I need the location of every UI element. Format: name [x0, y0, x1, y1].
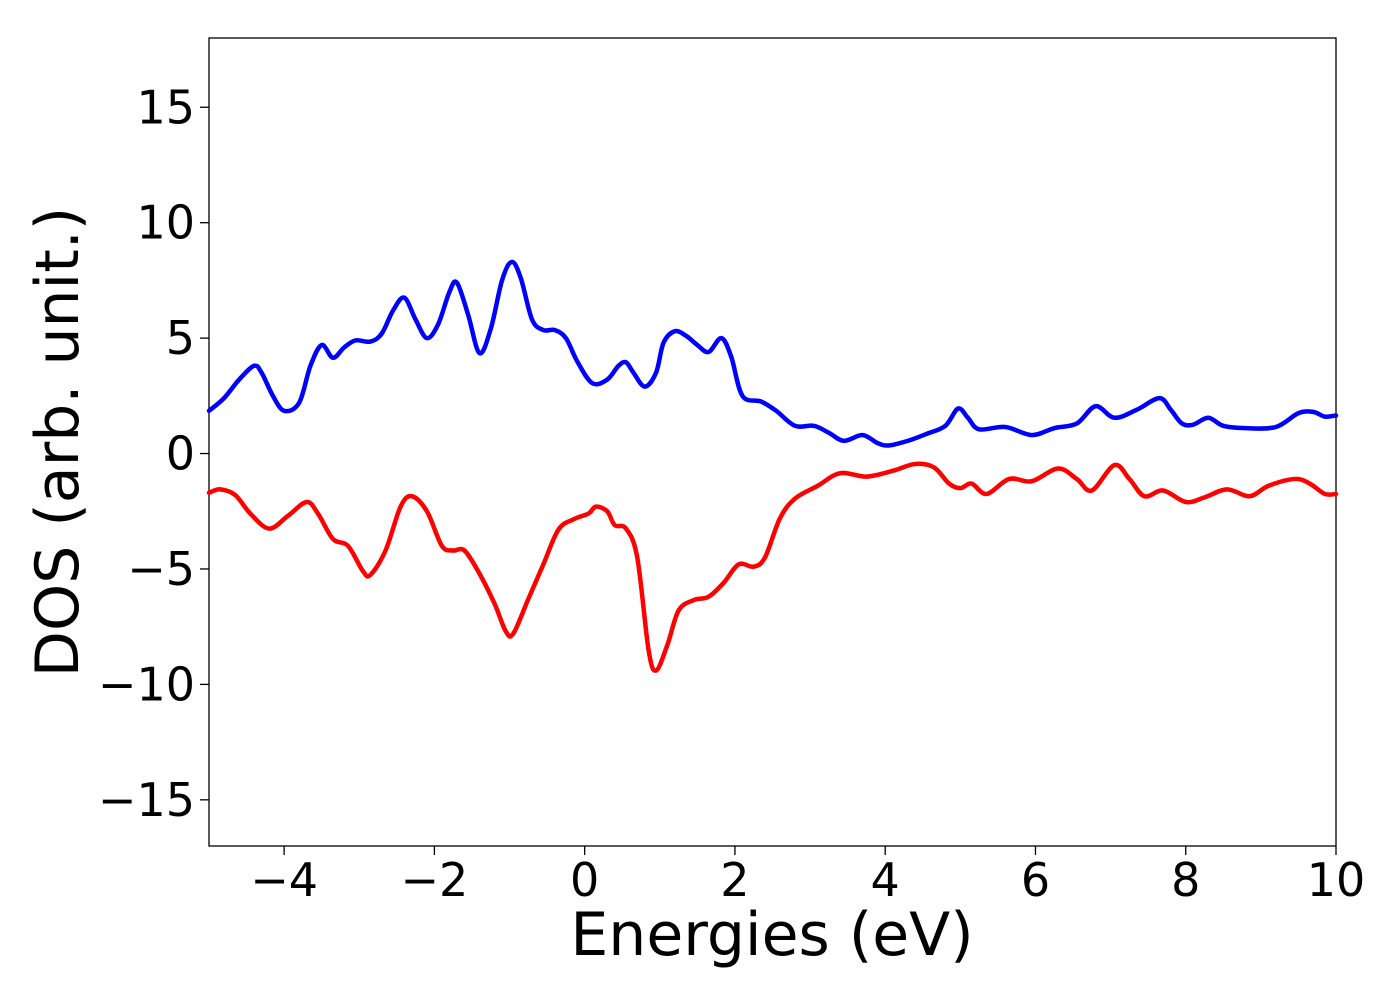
x-tick-label: 2 [720, 853, 749, 907]
x-tick-label: 0 [570, 853, 599, 907]
x-tick-label: 4 [871, 853, 900, 907]
x-tick-label: −4 [250, 853, 318, 907]
x-tick-label: 10 [1307, 853, 1366, 907]
y-tick-label: 15 [136, 80, 195, 134]
y-axis-ticks: 15 10 5 0 −5 −10 −15 [98, 80, 209, 827]
plot-frame [208, 37, 1337, 847]
y-tick-label: 5 [166, 311, 195, 365]
series-line-1 [206, 259, 1339, 448]
y-tick-label: −5 [127, 542, 195, 596]
y-tick-label: −10 [98, 657, 195, 711]
x-tick-label: 8 [1171, 853, 1200, 907]
x-axis-title: Energies (eV) [570, 900, 973, 970]
x-tick-label: −2 [400, 853, 468, 907]
x-axis-ticks: −4 −2 0 2 4 6 8 10 [250, 846, 1365, 907]
y-tick-label: −15 [98, 773, 195, 827]
y-tick-label: 0 [166, 427, 195, 481]
y-tick-label: 10 [136, 196, 195, 250]
x-tick-label: 6 [1021, 853, 1050, 907]
y-axis-title: DOS (arb. unit.) [23, 207, 93, 677]
series-line-2 [206, 461, 1339, 673]
series-layer [206, 259, 1339, 673]
